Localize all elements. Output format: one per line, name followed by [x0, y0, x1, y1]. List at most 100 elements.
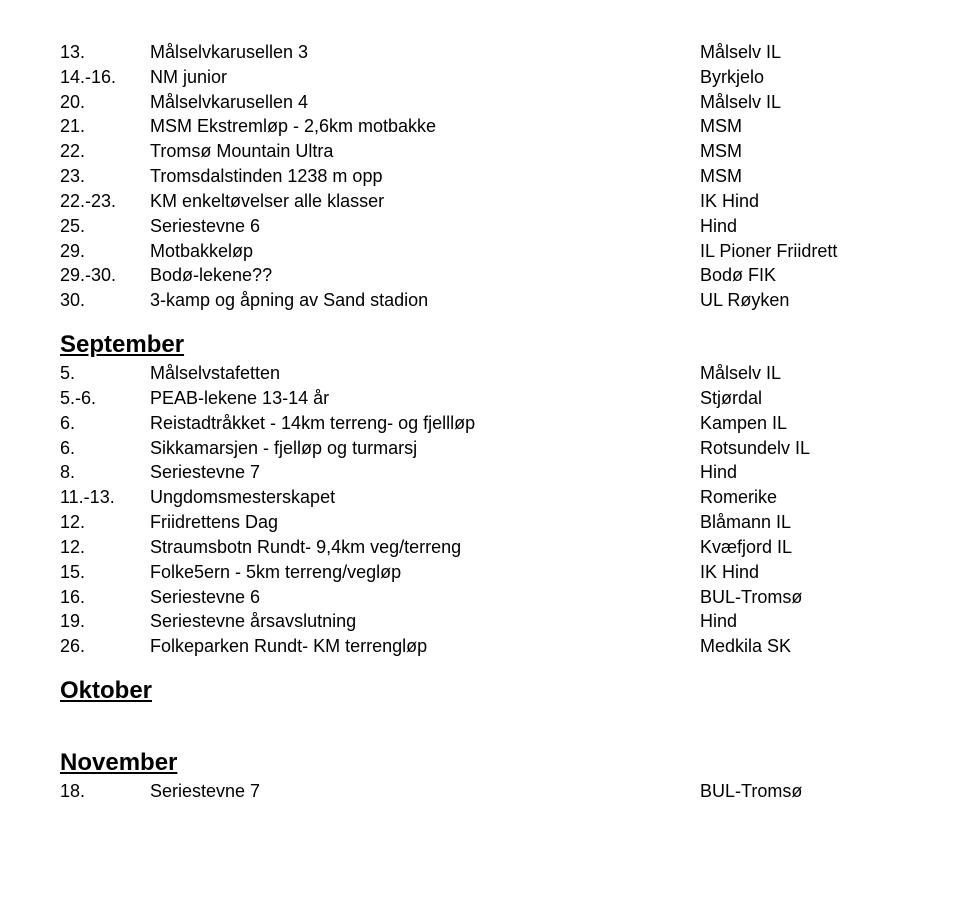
event-row: 29.-30.Bodø-lekene??Bodø FIK [60, 263, 900, 288]
event-row: 15.Folke5ern - 5km terreng/vegløpIK Hind [60, 560, 900, 585]
event-organizer: Rotsundelv IL [700, 436, 900, 461]
event-row: 20.Målselvkarusellen 4Målselv IL [60, 90, 900, 115]
event-name: NM junior [150, 65, 700, 90]
event-row: 29.MotbakkeløpIL Pioner Friidrett [60, 239, 900, 264]
event-organizer: Hind [700, 609, 900, 634]
event-organizer: Romerike [700, 485, 900, 510]
month-heading: September [60, 331, 900, 359]
event-date: 25. [60, 214, 150, 239]
event-row: 8.Seriestevne 7Hind [60, 460, 900, 485]
event-name: Tromsdalstinden 1238 m opp [150, 164, 700, 189]
event-organizer: MSM [700, 114, 900, 139]
event-row: 14.-16.NM juniorByrkjelo [60, 65, 900, 90]
event-organizer: IK Hind [700, 560, 900, 585]
event-row: 13.Målselvkarusellen 3Målselv IL [60, 40, 900, 65]
event-row: 26.Folkeparken Rundt- KM terrengløpMedki… [60, 634, 900, 659]
event-date: 6. [60, 411, 150, 436]
event-row: 23.Tromsdalstinden 1238 m oppMSM [60, 164, 900, 189]
event-row: 6.Reistadtråkket - 14km terreng- og fjel… [60, 411, 900, 436]
event-date: 12. [60, 535, 150, 560]
event-organizer: Hind [700, 214, 900, 239]
event-name: PEAB-lekene 13-14 år [150, 386, 700, 411]
event-organizer: Kvæfjord IL [700, 535, 900, 560]
event-organizer: MSM [700, 164, 900, 189]
event-row: 25.Seriestevne 6Hind [60, 214, 900, 239]
event-organizer: BUL-Tromsø [700, 585, 900, 610]
event-name: 3-kamp og åpning av Sand stadion [150, 288, 700, 313]
event-date: 15. [60, 560, 150, 585]
event-date: 11.-13. [60, 485, 150, 510]
event-organizer: Kampen IL [700, 411, 900, 436]
event-name: Seriestevne 6 [150, 585, 700, 610]
event-row: 18.Seriestevne 7BUL-Tromsø [60, 779, 900, 804]
event-name: Folkeparken Rundt- KM terrengløp [150, 634, 700, 659]
event-name: Seriestevne 7 [150, 779, 700, 804]
event-row: 5.-6.PEAB-lekene 13-14 årStjørdal [60, 386, 900, 411]
event-date: 29.-30. [60, 263, 150, 288]
event-organizer: BUL-Tromsø [700, 779, 900, 804]
event-name: Seriestevne 6 [150, 214, 700, 239]
event-organizer: Målselv IL [700, 361, 900, 386]
event-name: Tromsø Mountain Ultra [150, 139, 700, 164]
event-row: 12.Straumsbotn Rundt- 9,4km veg/terrengK… [60, 535, 900, 560]
event-date: 29. [60, 239, 150, 264]
event-row: 6.Sikkamarsjen - fjelløp og turmarsjRots… [60, 436, 900, 461]
event-name: Målselvkarusellen 4 [150, 90, 700, 115]
event-date: 26. [60, 634, 150, 659]
event-organizer: Medkila SK [700, 634, 900, 659]
event-name: Målselvkarusellen 3 [150, 40, 700, 65]
month-heading: Oktober [60, 677, 900, 705]
event-date: 12. [60, 510, 150, 535]
event-date: 22.-23. [60, 189, 150, 214]
event-organizer: Bodø FIK [700, 263, 900, 288]
event-organizer: Byrkjelo [700, 65, 900, 90]
event-date: 16. [60, 585, 150, 610]
event-date: 5.-6. [60, 386, 150, 411]
event-row: 30.3-kamp og åpning av Sand stadionUL Rø… [60, 288, 900, 313]
event-name: MSM Ekstremløp - 2,6km motbakke [150, 114, 700, 139]
event-organizer: UL Røyken [700, 288, 900, 313]
event-name: KM enkeltøvelser alle klasser [150, 189, 700, 214]
event-date: 5. [60, 361, 150, 386]
event-organizer: IL Pioner Friidrett [700, 239, 900, 264]
event-date: 20. [60, 90, 150, 115]
event-date: 18. [60, 779, 150, 804]
event-name: Reistadtråkket - 14km terreng- og fjelll… [150, 411, 700, 436]
event-organizer: Målselv IL [700, 40, 900, 65]
event-row: 22.Tromsø Mountain UltraMSM [60, 139, 900, 164]
event-name: Sikkamarsjen - fjelløp og turmarsj [150, 436, 700, 461]
event-date: 8. [60, 460, 150, 485]
event-organizer: Hind [700, 460, 900, 485]
event-name: Bodø-lekene?? [150, 263, 700, 288]
event-organizer: Stjørdal [700, 386, 900, 411]
event-name: Ungdomsmesterskapet [150, 485, 700, 510]
event-organizer: IK Hind [700, 189, 900, 214]
event-date: 30. [60, 288, 150, 313]
event-organizer: Blåmann IL [700, 510, 900, 535]
event-name: Seriestevne årsavslutning [150, 609, 700, 634]
event-name: Seriestevne 7 [150, 460, 700, 485]
event-name: Friidrettens Dag [150, 510, 700, 535]
event-row: 12.Friidrettens DagBlåmann IL [60, 510, 900, 535]
event-organizer: Målselv IL [700, 90, 900, 115]
document-root: 13.Målselvkarusellen 3Målselv IL14.-16.N… [60, 40, 900, 804]
event-date: 14.-16. [60, 65, 150, 90]
event-date: 6. [60, 436, 150, 461]
event-date: 22. [60, 139, 150, 164]
event-row: 21.MSM Ekstremløp - 2,6km motbakkeMSM [60, 114, 900, 139]
section-gap [60, 707, 900, 731]
event-row: 22.-23.KM enkeltøvelser alle klasserIK H… [60, 189, 900, 214]
event-date: 19. [60, 609, 150, 634]
event-row: 16.Seriestevne 6BUL-Tromsø [60, 585, 900, 610]
event-name: Motbakkeløp [150, 239, 700, 264]
event-row: 19.Seriestevne årsavslutningHind [60, 609, 900, 634]
event-organizer: MSM [700, 139, 900, 164]
event-row: 5.MålselvstafettenMålselv IL [60, 361, 900, 386]
event-date: 21. [60, 114, 150, 139]
event-name: Målselvstafetten [150, 361, 700, 386]
event-name: Folke5ern - 5km terreng/vegløp [150, 560, 700, 585]
month-heading: November [60, 749, 900, 777]
event-date: 13. [60, 40, 150, 65]
event-date: 23. [60, 164, 150, 189]
event-row: 11.-13.UngdomsmesterskapetRomerike [60, 485, 900, 510]
